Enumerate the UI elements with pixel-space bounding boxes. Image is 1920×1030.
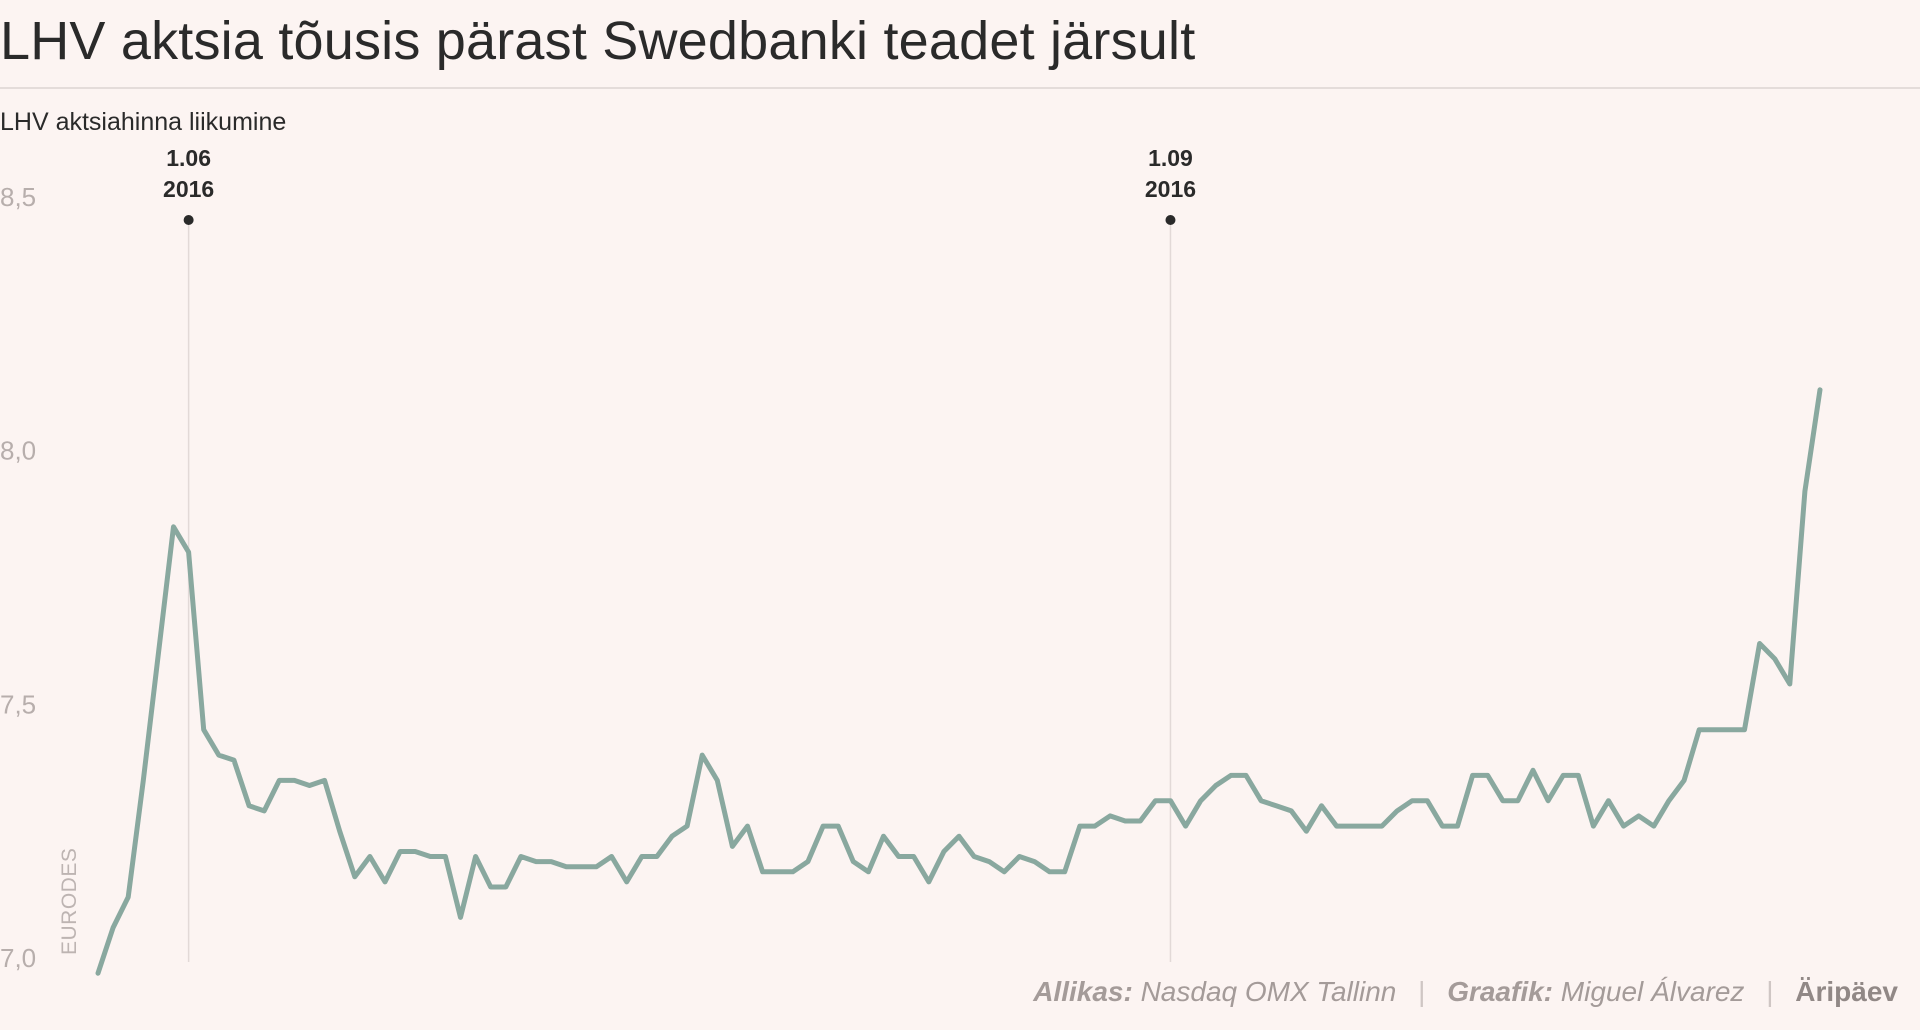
annotation-label: 1.09 bbox=[1148, 145, 1193, 171]
chart-subtitle: LHV aktsiahinna liikumine bbox=[0, 108, 287, 136]
y-tick-label: 8,5 bbox=[0, 182, 36, 212]
footer: Allikas: Nasdaq OMX Tallinn | Graafik: M… bbox=[1033, 976, 1898, 1008]
source-label: Allikas: bbox=[1033, 976, 1133, 1007]
annotation-dot bbox=[1165, 215, 1176, 225]
y-tick-label: 7,5 bbox=[0, 689, 36, 719]
annotation-label: 1.06 bbox=[166, 145, 211, 171]
y-axis-ticks: 7,0 7,5 8,0 8,5 bbox=[0, 182, 36, 973]
footer-separator: | bbox=[1418, 976, 1426, 1007]
title-divider bbox=[0, 87, 1920, 89]
y-tick-label: 7,0 bbox=[0, 943, 36, 973]
annotations: 1.06 2016 1.09 2016 bbox=[163, 145, 1196, 962]
annotation-dot bbox=[183, 215, 194, 225]
brand-logo: Äripäev bbox=[1795, 976, 1898, 1007]
price-line bbox=[95, 387, 1823, 976]
footer-separator: | bbox=[1766, 976, 1774, 1007]
y-tick-label: 8,0 bbox=[0, 436, 36, 466]
annotation-label: 2016 bbox=[163, 176, 214, 202]
chart-title: LHV aktsia tõusis pärast Swedbanki teade… bbox=[0, 11, 1196, 71]
annotation-label: 2016 bbox=[1145, 176, 1196, 202]
author-value: Miguel Álvarez bbox=[1560, 976, 1745, 1007]
y-axis-label: EURODES bbox=[58, 848, 81, 955]
author-label: Graafik: bbox=[1447, 976, 1554, 1007]
source-value: Nasdaq OMX Tallinn bbox=[1140, 976, 1397, 1007]
